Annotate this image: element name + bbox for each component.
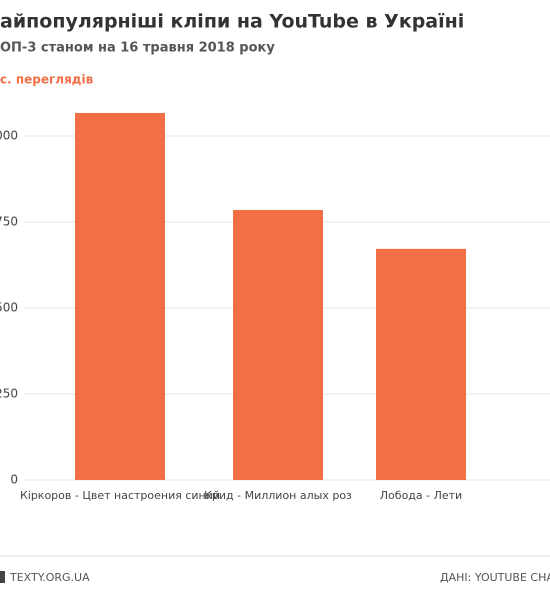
chart-title: айпопулярніші кліпи на YouTube в Україні (0, 11, 464, 33)
y-tick-label: 0 (10, 473, 18, 487)
footer-logo-mark (0, 571, 5, 583)
y-axis-label: с. переглядів (0, 73, 94, 87)
y-tick-label: 250 (0, 387, 18, 401)
footer-credit: ДАНІ: YOUTUBE CHART (440, 571, 550, 584)
y-tick-label: 1000 (0, 129, 18, 143)
y-tick-label: 500 (0, 301, 18, 315)
bar (376, 248, 466, 480)
x-tick-label: Лобода - Лети (380, 489, 462, 502)
x-tick-label: Кіркоров - Цвет настроения синий (20, 489, 220, 502)
bar (75, 112, 165, 481)
bar (233, 209, 323, 480)
chart-subtitle: ОП-3 станом на 16 травня 2018 року (0, 41, 275, 56)
x-tick-label: Крид - Миллион алых роз (204, 489, 352, 502)
y-tick-label: 750 (0, 215, 18, 229)
footer-source: TEXTY.ORG.UA (9, 571, 90, 584)
